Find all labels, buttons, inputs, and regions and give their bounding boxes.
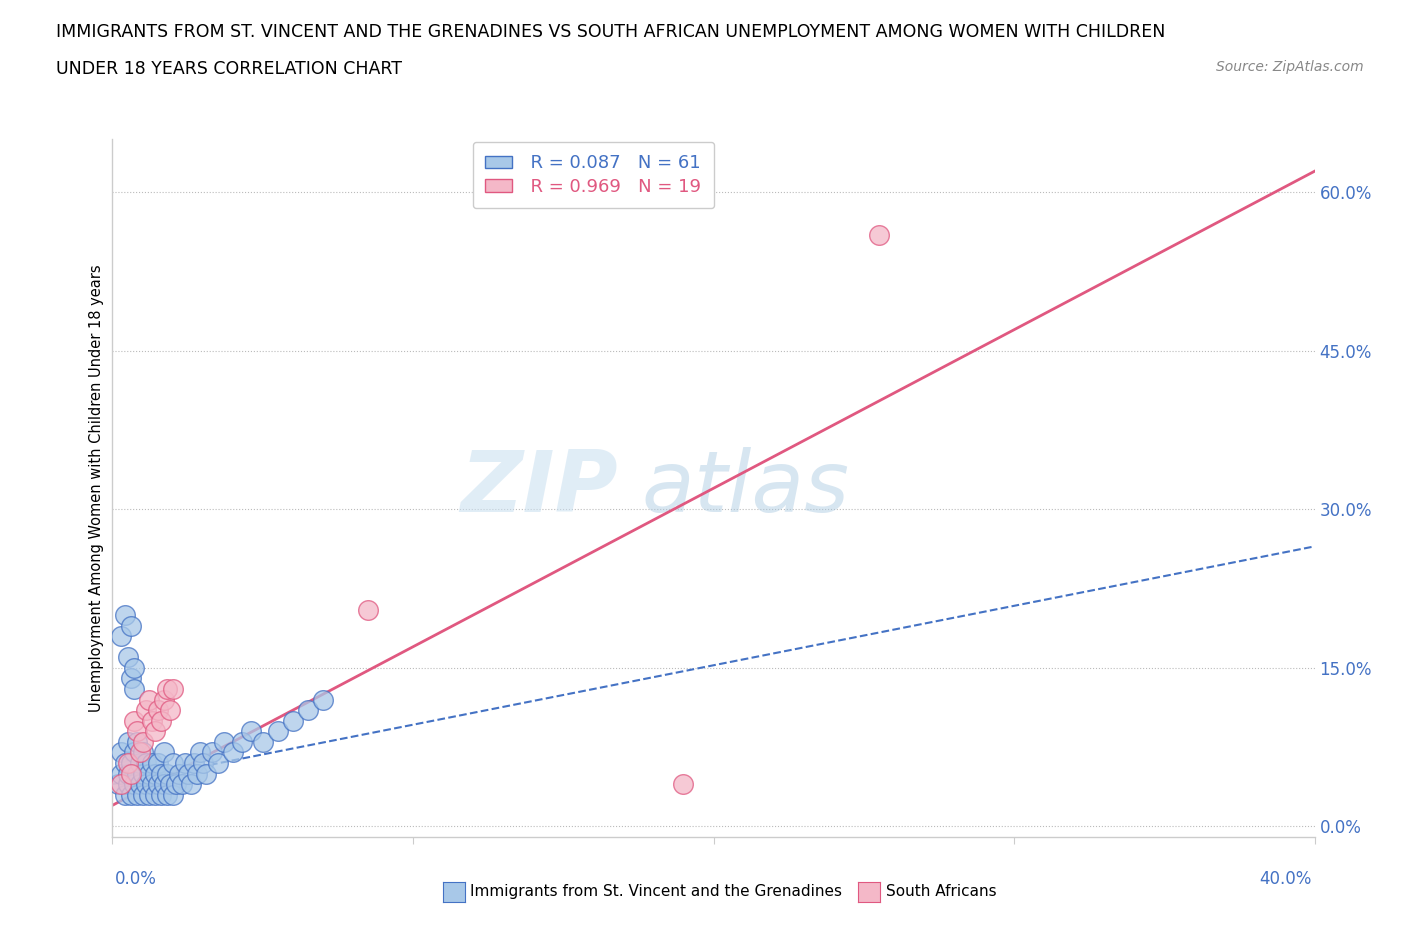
Point [207, 755, 229, 770]
Point [191, 755, 214, 770]
Point [131, 735, 153, 750]
Point [170, 777, 193, 791]
Point [114, 755, 136, 770]
Text: 40.0%: 40.0% [1260, 870, 1312, 888]
Point [165, 777, 187, 791]
Point [146, 755, 169, 770]
Point [183, 755, 205, 770]
Point [152, 777, 174, 791]
Point [173, 755, 195, 770]
Point [180, 777, 202, 791]
Point [155, 682, 177, 697]
Text: ZIP: ZIP [460, 446, 617, 530]
Point [672, 777, 695, 791]
Point [128, 777, 150, 791]
Point [149, 766, 172, 781]
Point [143, 788, 166, 803]
Point [131, 745, 153, 760]
Point [120, 788, 142, 803]
Point [125, 788, 148, 803]
Y-axis label: Unemployment Among Women with Children Under 18 years: Unemployment Among Women with Children U… [89, 264, 104, 712]
Point [162, 788, 184, 803]
Point [222, 745, 245, 760]
Text: Source: ZipAtlas.com: Source: ZipAtlas.com [1216, 60, 1364, 74]
Point [155, 788, 177, 803]
Point [138, 766, 160, 781]
Point [146, 777, 169, 791]
Point [114, 607, 136, 622]
Point [186, 766, 208, 781]
Point [125, 766, 148, 781]
Point [312, 692, 335, 707]
Point [143, 724, 166, 738]
Point [120, 671, 142, 686]
Point [162, 755, 184, 770]
Legend:   R = 0.087   N = 61,   R = 0.969   N = 19: R = 0.087 N = 61, R = 0.969 N = 19 [472, 141, 714, 208]
Point [297, 703, 319, 718]
Point [155, 766, 177, 781]
Point [138, 692, 160, 707]
Point [110, 629, 132, 644]
Text: 0.0%: 0.0% [115, 870, 157, 888]
Point [239, 724, 262, 738]
Point [201, 745, 224, 760]
Point [110, 766, 132, 781]
Point [122, 777, 145, 791]
Point [149, 788, 172, 803]
Point [194, 766, 217, 781]
Point [128, 755, 150, 770]
Point [120, 618, 142, 633]
Point [231, 735, 253, 750]
Point [117, 777, 139, 791]
Point [176, 766, 198, 781]
Point [107, 777, 129, 791]
Point [141, 777, 163, 791]
Point [122, 713, 145, 728]
Point [149, 713, 172, 728]
Point [117, 766, 139, 781]
Point [159, 777, 181, 791]
Point [212, 735, 235, 750]
Point [120, 755, 142, 770]
Point [188, 745, 211, 760]
Point [110, 745, 132, 760]
Point [167, 766, 190, 781]
Point [143, 766, 166, 781]
Point [267, 724, 290, 738]
Point [141, 713, 163, 728]
Text: Immigrants from St. Vincent and the Grenadines: Immigrants from St. Vincent and the Gren… [470, 884, 842, 899]
Point [159, 703, 181, 718]
Point [152, 692, 174, 707]
Point [117, 755, 139, 770]
Point [152, 745, 174, 760]
Point [252, 735, 274, 750]
Point [162, 682, 184, 697]
Point [146, 703, 169, 718]
Point [357, 603, 380, 618]
Point [120, 766, 142, 781]
Point [135, 755, 157, 770]
Point [281, 713, 304, 728]
Point [125, 724, 148, 738]
Point [131, 766, 153, 781]
Point [135, 703, 157, 718]
Point [138, 788, 160, 803]
Point [114, 788, 136, 803]
Text: UNDER 18 YEARS CORRELATION CHART: UNDER 18 YEARS CORRELATION CHART [56, 60, 402, 78]
Point [110, 777, 132, 791]
Text: IMMIGRANTS FROM ST. VINCENT AND THE GRENADINES VS SOUTH AFRICAN UNEMPLOYMENT AMO: IMMIGRANTS FROM ST. VINCENT AND THE GREN… [56, 23, 1166, 41]
Point [128, 745, 150, 760]
Text: South Africans: South Africans [886, 884, 997, 899]
Point [122, 745, 145, 760]
Point [122, 660, 145, 675]
Text: atlas: atlas [641, 446, 849, 530]
Point [868, 227, 890, 242]
Point [141, 755, 163, 770]
Point [131, 788, 153, 803]
Point [117, 650, 139, 665]
Point [122, 682, 145, 697]
Point [125, 735, 148, 750]
Point [135, 777, 157, 791]
Point [117, 735, 139, 750]
